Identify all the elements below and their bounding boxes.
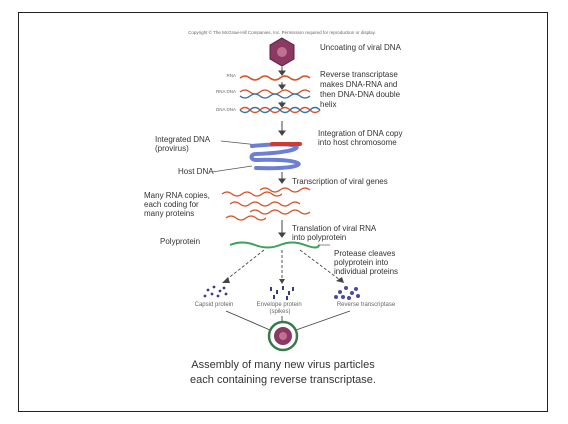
- label-polyprotein: Polyprotein: [160, 237, 200, 246]
- polyprotein-strand: [229, 241, 320, 249]
- step-protease: Protease cleaves polyprotein into indivi…: [334, 249, 398, 276]
- virus-particle-top: [269, 37, 295, 67]
- label-reverse-transcriptase: Reverse transcriptase: [337, 302, 396, 308]
- label-many-rna: Many RNA copies, each coding for many pr…: [144, 191, 212, 218]
- label-integrated-dna: Integrated DNA (provirus): [155, 135, 212, 153]
- cleavage-arrows: [225, 249, 341, 281]
- caption-line-1: Assembly of many new virus particles: [191, 359, 375, 371]
- dna-double-helix: [239, 106, 321, 114]
- step-transcription: Transcription of viral genes: [292, 177, 388, 186]
- leader-host-dna: [211, 165, 253, 173]
- step-integration: Integration of DNA copy into host chromo…: [318, 129, 405, 147]
- copyright-text: Copyright © The McGraw-Hill Companies, I…: [188, 29, 376, 35]
- strand-label-rna-dna: RNA DNA: [216, 89, 236, 94]
- flow-arrows: [278, 67, 286, 238]
- host-chromosome-coil: [249, 142, 302, 171]
- step-uncoating: Uncoating of viral DNA: [320, 43, 402, 52]
- cleavage-arrowheads: [222, 277, 344, 284]
- envelope-protein-cluster: [270, 286, 294, 300]
- assembled-virus-particle: [267, 320, 299, 352]
- rna-copies: [221, 187, 311, 221]
- viral-rna-strand: [239, 75, 311, 81]
- capsid-protein-cluster: [203, 285, 228, 298]
- label-host-dna: Host DNA: [178, 167, 214, 176]
- step-translation: Translation of viral RNA into polyprotei…: [292, 224, 378, 242]
- reverse-transcriptase-cluster: [334, 286, 360, 300]
- caption-line-2: each containing reverse transcriptase.: [190, 374, 376, 386]
- label-envelope-protein: Envelope protein (spikes): [257, 302, 304, 315]
- strand-label-dna-dna: DNA DNA: [216, 107, 236, 112]
- strand-label-rna: RNA: [226, 73, 236, 78]
- rna-dna-hybrid: [239, 89, 311, 99]
- label-capsid-protein: Capsid protein: [195, 302, 234, 308]
- step-reverse-transcription: Reverse transcriptase makes DNA-RNA and …: [320, 70, 402, 109]
